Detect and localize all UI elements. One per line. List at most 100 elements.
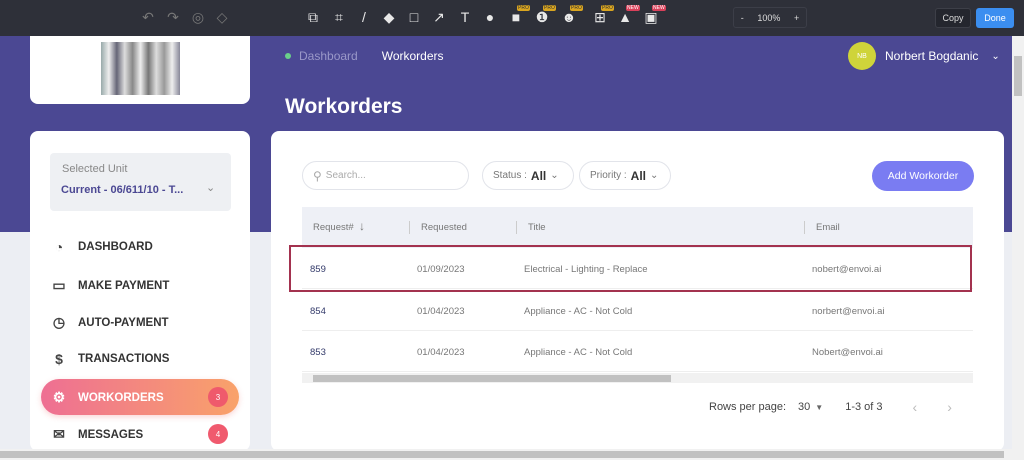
counter-icon[interactable]: ❶ PRO [535, 5, 556, 25]
new-badge: NEW [626, 5, 640, 11]
pagination: Rows per page: 30 ▼ 1-3 of 3 ‹ › [709, 399, 952, 415]
add-workorder-button[interactable]: Add Workorder [872, 161, 974, 191]
scrollbar-thumb[interactable] [313, 375, 671, 382]
scrollbar-thumb[interactable] [0, 451, 1004, 458]
rows-per-page-label: Rows per page: [709, 401, 787, 413]
chevron-down-icon: ⌄ [550, 170, 559, 181]
priority-label: Priority : [590, 170, 627, 181]
unit-label: Selected Unit [62, 163, 128, 175]
unit-value: Current - 06/611/10 - T... [61, 184, 184, 196]
sidebar-item-label: WORKORDERS [78, 391, 164, 404]
cell-requested: 01/04/2023 [417, 306, 465, 317]
rows-per-page-select[interactable]: 30 [798, 401, 811, 413]
rectangle-icon[interactable]: □ [409, 9, 419, 25]
caret-down-icon[interactable]: ▼ [815, 402, 824, 412]
pro-badge: PRO [570, 5, 583, 11]
resize-icon[interactable]: ⧉ [308, 9, 318, 25]
pro-badge: PRO [517, 5, 530, 11]
copy-button[interactable]: Copy [935, 8, 971, 28]
sidebar-item-label: DASHBOARD [78, 241, 153, 253]
column-request[interactable]: Request# [313, 222, 354, 233]
cell-email: Nobert@envoi.ai [812, 347, 883, 358]
table-row[interactable]: 859 01/09/2023 Electrical - Lighting - R… [302, 248, 973, 289]
envelope-icon: ✉ [53, 426, 65, 442]
table-row[interactable]: 853 01/04/2023 Appliance - AC - Not Cold… [302, 331, 973, 372]
status-dot-icon [285, 53, 291, 59]
sidebar-item-label: MESSAGES [78, 428, 144, 441]
text-icon[interactable]: T [460, 9, 470, 25]
sort-arrow-down-icon[interactable]: ↓ [359, 219, 365, 233]
cell-request-id: 853 [310, 347, 326, 358]
page-vertical-scrollbar[interactable] [1012, 36, 1024, 450]
priority-filter[interactable]: Priority : All ⌄ [579, 161, 671, 190]
column-title[interactable]: Title [528, 222, 546, 233]
undo-icon[interactable]: ↶ [142, 9, 154, 25]
search-icon: ⚲ [313, 168, 322, 183]
image-add-icon[interactable]: ⊞ PRO [594, 5, 614, 25]
dollar-icon: $ [55, 351, 63, 367]
credit-card-icon: ▭ [52, 277, 66, 293]
column-requested[interactable]: Requested [421, 222, 467, 233]
active-nav-highlight [41, 379, 239, 415]
chevron-down-icon: ⌄ [206, 182, 216, 194]
eraser-icon[interactable]: ◇ [216, 9, 228, 25]
cell-requested: 01/09/2023 [417, 264, 465, 275]
cell-email: nobert@envoi.ai [812, 264, 882, 275]
sidebar-item-make-payment[interactable]: ▭ MAKE PAYMENT [50, 277, 169, 294]
status-label: Status : [493, 170, 527, 181]
sidebar-item-auto-payment[interactable]: ◷ AUTO-PAYMENT [50, 314, 169, 331]
fill-icon[interactable]: ◆ [383, 9, 395, 25]
avatar: NB [848, 42, 876, 70]
breadcrumb: Dashboard Workorders [285, 49, 444, 63]
sidebar-item-workorders[interactable]: ⚙ WORKORDERS [50, 389, 164, 406]
status-filter[interactable]: Status : All ⌄ [482, 161, 574, 190]
sidebar: Selected Unit Current - 06/611/10 - T...… [30, 131, 250, 451]
cell-title: Appliance - AC - Not Cold [524, 306, 633, 317]
callout-icon[interactable]: ■ PRO [511, 5, 530, 25]
search-placeholder: Search... [325, 170, 366, 181]
column-email[interactable]: Email [816, 222, 840, 233]
stamp-icon[interactable]: ▲ NEW [618, 5, 640, 25]
logo-card [30, 36, 250, 104]
zoom-in-button[interactable]: + [793, 12, 800, 23]
column-separator [516, 221, 517, 234]
cell-title: Electrical - Lighting - Replace [524, 264, 648, 275]
redo-icon[interactable]: ↷ [167, 9, 179, 25]
status-value: All [530, 168, 547, 183]
clock-icon: ◷ [52, 314, 66, 330]
messages-badge: 4 [208, 424, 228, 444]
search-input[interactable]: ⚲ Search... [302, 161, 469, 190]
row-highlight-annotation [289, 245, 972, 292]
table-horizontal-scrollbar[interactable] [302, 373, 973, 383]
cell-request-id: 854 [310, 306, 326, 317]
cell-requested: 01/04/2023 [417, 347, 465, 358]
scrollbar-thumb[interactable] [1014, 56, 1022, 96]
chevron-down-icon: ⌄ [991, 50, 1000, 62]
page-title: Workorders [285, 95, 403, 118]
reset-icon[interactable]: ◎ [191, 9, 205, 25]
blur-icon[interactable]: ● [485, 9, 495, 25]
page-horizontal-scrollbar[interactable] [0, 449, 1024, 460]
done-button[interactable]: Done [976, 8, 1014, 28]
zoom-out-button[interactable]: - [740, 12, 744, 23]
frame-icon[interactable]: ▣ NEW [644, 5, 666, 25]
breadcrumb-dashboard[interactable]: Dashboard [299, 49, 358, 63]
sidebar-item-label: AUTO-PAYMENT [78, 316, 169, 329]
column-separator [409, 221, 410, 234]
sidebar-item-transactions[interactable]: $ TRANSACTIONS [50, 351, 169, 367]
logo-image [101, 42, 180, 95]
sidebar-item-messages[interactable]: ✉ MESSAGES [50, 426, 143, 443]
prev-page-icon[interactable]: ‹ [912, 399, 918, 415]
emoji-icon[interactable]: ☻ PRO [561, 5, 583, 25]
zoom-level: 100% [757, 12, 781, 23]
arrow-icon[interactable]: ↗ [433, 9, 445, 25]
crop-icon[interactable]: ⌗ [335, 9, 343, 25]
unit-selector[interactable]: Selected Unit Current - 06/611/10 - T...… [50, 153, 231, 211]
table-row[interactable]: 854 01/04/2023 Appliance - AC - Not Cold… [302, 290, 973, 331]
zoom-control: - 100% + [733, 7, 807, 28]
user-menu[interactable]: NB Norbert Bogdanic ⌄ [848, 42, 1000, 70]
sidebar-item-dashboard[interactable]: ◔ DASHBOARD [50, 239, 153, 255]
next-page-icon[interactable]: › [947, 399, 952, 415]
pen-icon[interactable]: / [362, 9, 366, 25]
workorders-badge: 3 [208, 387, 228, 407]
